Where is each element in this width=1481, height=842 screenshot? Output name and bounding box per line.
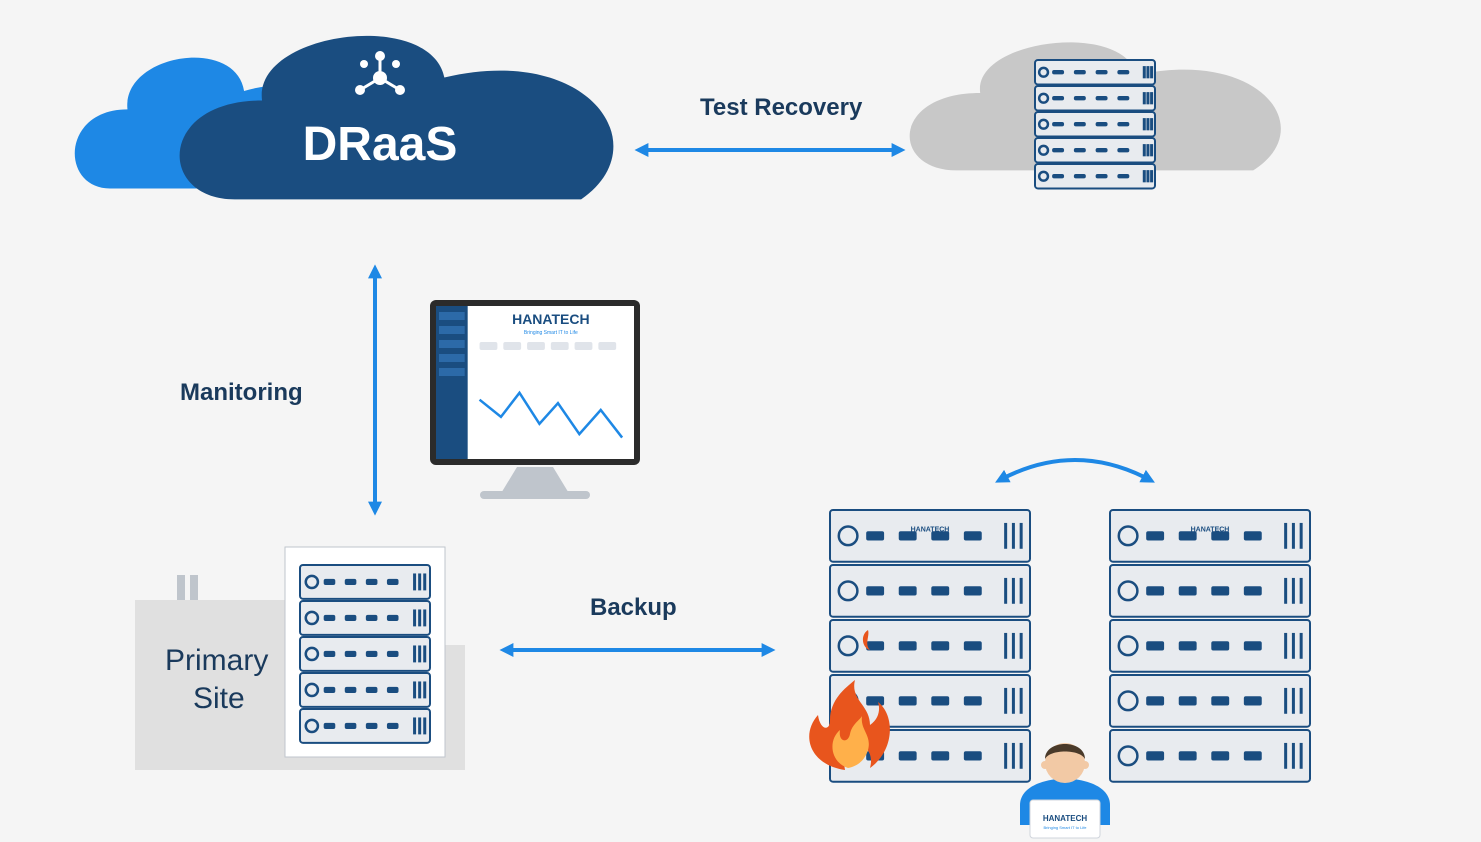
backup-rack-right: HANATECH <box>1110 510 1310 782</box>
monitor-dashboard: HANATECH Bringing Smart IT to Life <box>430 300 640 499</box>
primary-label-2: Site <box>193 682 245 715</box>
laptop-brand-tag: Bringing Smart IT to Life <box>1043 825 1087 830</box>
primary-rack <box>300 565 430 743</box>
sync-arrow <box>1000 460 1150 480</box>
draas-cloud: DRaaS <box>75 36 614 200</box>
monitoring-label: Manitoring <box>180 379 303 406</box>
diagram-canvas: DRaaS Test Recovery Manitoring HANATECH Brin… <box>0 0 1481 842</box>
monitor-brand-tag: Bringing Smart IT to Life <box>524 330 578 336</box>
test-recovery-label: Test Recovery <box>700 94 863 121</box>
recovery-rack <box>1035 60 1155 188</box>
laptop-brand: HANATECH <box>1043 814 1088 823</box>
backup-label: Backup <box>590 594 677 621</box>
primary-label-1: Primary <box>165 644 268 677</box>
draas-label: DRaaS <box>303 118 458 171</box>
monitor-brand: HANATECH <box>512 311 590 327</box>
brand-label: HANATECH <box>911 527 950 534</box>
person-icon: HANATECH Bringing Smart IT to Life <box>1020 743 1110 838</box>
brand-label: HANATECH <box>1191 527 1230 534</box>
